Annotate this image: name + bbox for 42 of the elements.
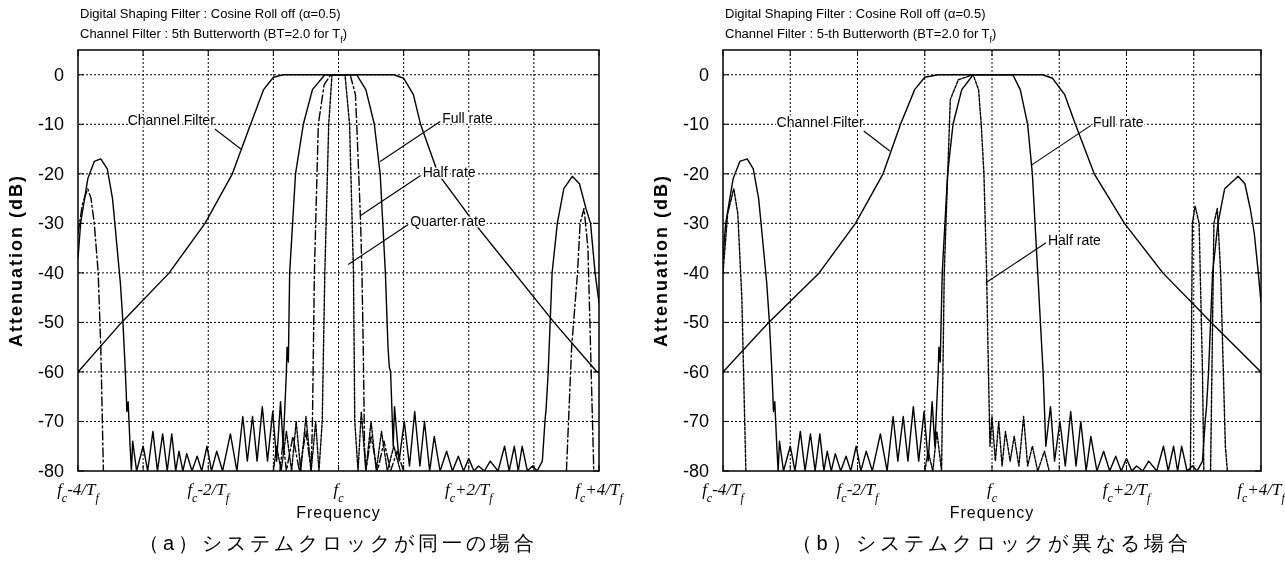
y-tick-label: -20 (37, 163, 64, 184)
y-tick-label: -30 (682, 213, 709, 234)
x-axis-title: Frequency (949, 504, 1035, 521)
x-tick-label: f$_{c}$+2/T$_{f}$ (1102, 480, 1152, 505)
annotation: Channel Filter (776, 114, 865, 131)
x-tick-label: f$_{c}$-2/T$_{f}$ (187, 480, 231, 505)
y-tick-label: -20 (682, 163, 709, 184)
chart-subtitle: Channel Filter : 5-th Butterworth (BT=2.0 for T$_{f}$) (725, 26, 997, 45)
chart-subtitle: Channel Filter : 5th Butterworth (BT=2.0 for T$_{f}$) (80, 26, 348, 45)
y-tick-label: -60 (37, 361, 64, 382)
text: （a）システムクロックが同一の場合 (138, 532, 539, 554)
x-axis-title: Frequency (296, 504, 381, 521)
y-tick-label: -60 (682, 361, 709, 382)
y-axis-title: Attenuation (dB) (651, 174, 671, 347)
y-tick-label: -40 (37, 262, 64, 283)
x-tick-label: f$_{c}$+4/T$_{f}$ (575, 480, 625, 505)
y-tick-label: -70 (37, 411, 64, 432)
x-tick-label: f$_{c}$ (333, 480, 345, 505)
y-tick-label: -70 (682, 411, 709, 432)
annotation: Channel Filter (127, 112, 216, 129)
y-tick-label: -50 (682, 312, 709, 333)
y-tick-label: 0 (698, 64, 709, 85)
annotation: Full rate (1093, 114, 1144, 131)
y-tick-label: -40 (682, 262, 709, 283)
y-tick-label: -80 (37, 461, 64, 481)
chart-title: Digital Shaping Filter : Cosine Roll off (α=0.5) (725, 6, 986, 21)
annotation: Full rate (442, 110, 493, 127)
x-tick-label: f$_{c}$ (986, 480, 998, 505)
y-tick-label: -80 (682, 461, 709, 481)
x-tick-label: f$_{c}$-4/T$_{f}$ (702, 480, 746, 505)
y-tick-label: -50 (37, 312, 64, 333)
y-tick-label: 0 (53, 64, 64, 85)
y-tick-label: -10 (682, 114, 709, 135)
x-tick-label: f$_{c}$+2/T$_{f}$ (444, 480, 495, 505)
chart-title: Digital Shaping Filter : Cosine Roll off (α=0.5) (80, 6, 341, 21)
y-tick-label: -30 (37, 213, 64, 234)
y-tick-label: -10 (37, 114, 64, 135)
y-axis-title: Attenuation (dB) (6, 174, 26, 347)
text: （b）システムクロックが異なる場合 (792, 532, 1192, 554)
x-tick-label: f$_{c}$-2/T$_{f}$ (836, 480, 881, 505)
annotation: Half rate (1047, 231, 1102, 248)
x-tick-label: f$_{c}$-4/T$_{f}$ (57, 480, 101, 505)
